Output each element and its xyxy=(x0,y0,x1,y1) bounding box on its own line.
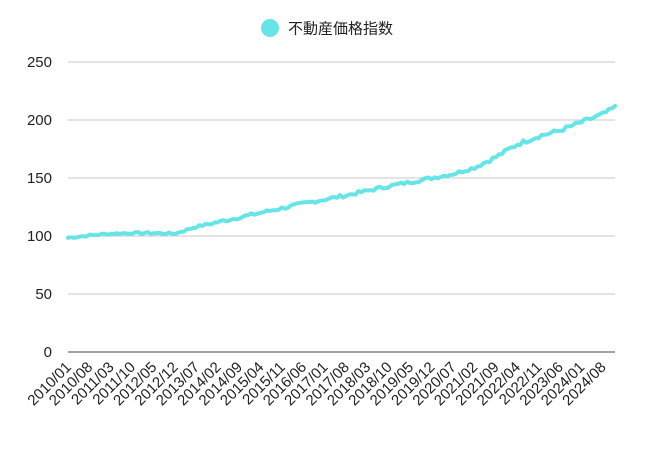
series-line xyxy=(66,103,617,240)
legend-label: 不動産価格指数 xyxy=(288,20,393,38)
plot-area xyxy=(66,103,617,240)
legend: 不動産価格指数 xyxy=(261,19,393,38)
y-tick-label: 0 xyxy=(44,344,52,361)
y-tick-label: 50 xyxy=(35,286,52,303)
y-axis-ticks: 0 50 100 150 200 250 xyxy=(27,54,52,361)
y-tick-label: 250 xyxy=(27,54,52,71)
y-tick-label: 150 xyxy=(27,170,52,187)
legend-marker xyxy=(261,19,279,37)
grid-lines xyxy=(68,61,615,353)
y-tick-label: 100 xyxy=(27,228,52,245)
y-tick-label: 200 xyxy=(27,112,52,129)
x-axis-ticks: 2010/012010/082011/032011/102012/052012/… xyxy=(24,359,609,409)
